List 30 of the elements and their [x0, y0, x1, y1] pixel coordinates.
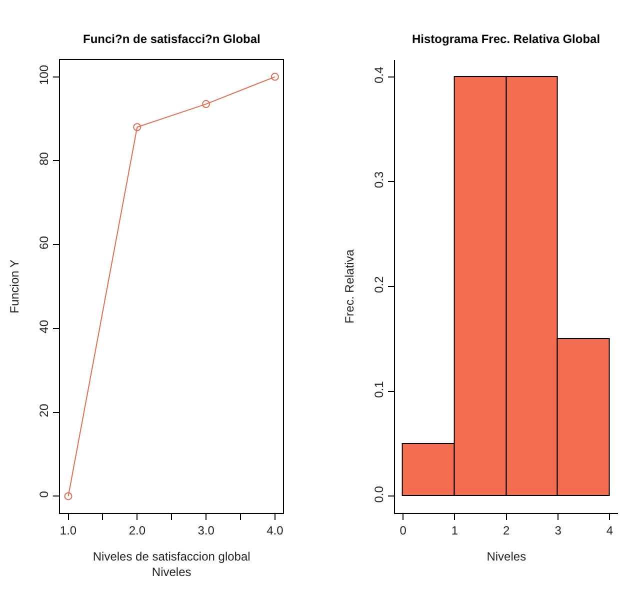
y-tick-label: 0.0 — [372, 486, 386, 503]
y-tick-label: 60 — [37, 236, 52, 250]
y-tick-label: 0 — [37, 490, 52, 498]
x-axis-title: Niveles — [486, 549, 526, 564]
point — [133, 123, 142, 132]
y-axis-title: Funcion Y — [8, 260, 22, 314]
chart-title: Histograma Frec. Relativa Global — [412, 32, 600, 46]
y-tick-label: 0.2 — [372, 276, 386, 294]
y-tick-label: 20 — [37, 404, 52, 418]
x-tick-label: 2.0 — [128, 523, 146, 538]
y-tick-label: 40 — [37, 320, 52, 334]
x-tick-label: 4.0 — [266, 523, 284, 538]
y-tick-label: 100 — [37, 64, 52, 85]
x-axis-title: Niveles de satisfaccion global Niveles — [92, 549, 250, 579]
y-axis-title: Frec. Relativa — [342, 249, 356, 324]
x-tick-label: 1.0 — [60, 523, 77, 538]
x-tick-label: 4 — [606, 523, 614, 538]
point — [64, 492, 72, 500]
x-tick-label: 0 — [400, 523, 407, 538]
point — [270, 72, 279, 81]
y-tick-label: 80 — [37, 152, 52, 166]
y-tick-label: 0.4 — [372, 66, 386, 84]
chart-title: Funci?n de satisfacci?n Global — [83, 32, 260, 46]
x-tick-label: 3.0 — [198, 523, 215, 538]
y-tick-label: 0.3 — [372, 171, 386, 188]
y-tick-label: 0.1 — [372, 380, 386, 398]
x-tick-label: 3 — [554, 523, 562, 538]
point — [202, 100, 210, 108]
x-tick-label: 1 — [451, 523, 458, 538]
x-tick-label: 2 — [503, 523, 510, 538]
